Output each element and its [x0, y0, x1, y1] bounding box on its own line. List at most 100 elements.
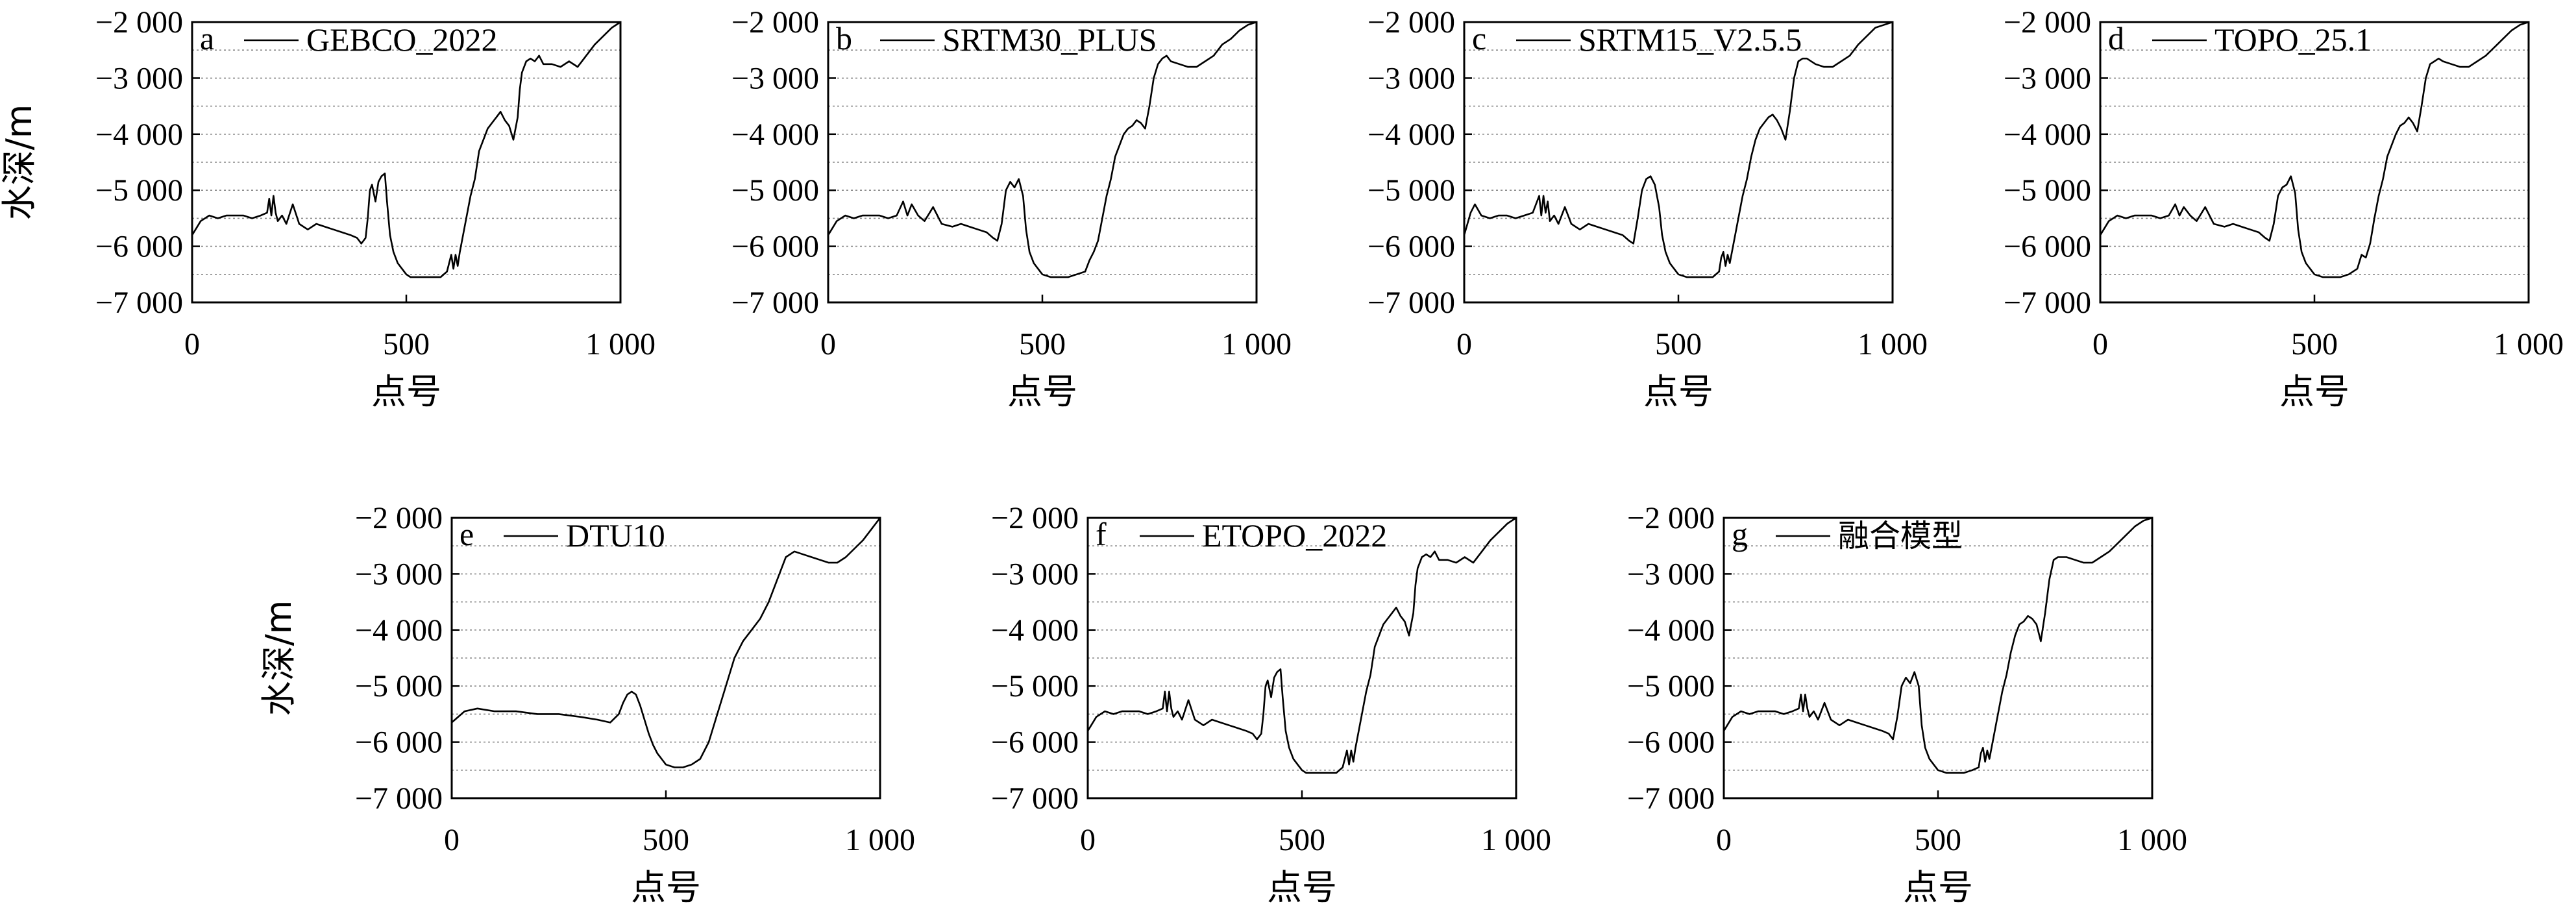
legend-label: SRTM15_V2.5.5 [1578, 21, 1802, 58]
series-line-c [1463, 21, 1893, 278]
x-tick-label: 0 [1080, 823, 1096, 857]
y-tick-label: −6 000 [355, 726, 443, 760]
y-tick-label: −2 000 [355, 501, 443, 535]
y-tick-label: −7 000 [1627, 781, 1715, 816]
x-tick-label: 0 [2092, 327, 2108, 361]
y-tick-label: −6 000 [1368, 230, 1455, 264]
y-tick-label: −2 000 [1368, 5, 1455, 40]
y-tick-label: −6 000 [95, 230, 183, 264]
legend-label: GEBCO_2022 [306, 21, 497, 58]
x-tick-label: 1 000 [1481, 823, 1551, 857]
legend-label: SRTM30_PLUS [942, 21, 1157, 58]
series-line-a [191, 21, 621, 278]
x-tick-label: 500 [1655, 327, 1702, 361]
y-tick-label: −5 000 [355, 669, 443, 703]
y-tick-label: −3 000 [95, 61, 183, 95]
y-tick-label: −3 000 [1368, 61, 1455, 95]
panel-letter: f [1096, 516, 1107, 552]
y-tick-label: −2 000 [991, 501, 1079, 535]
legend-label: ETOPO_2022 [1202, 517, 1387, 554]
x-tick-label: 0 [1716, 823, 1732, 857]
series-line-g [1723, 517, 2153, 774]
legend-label: 融合模型 [1838, 518, 1963, 554]
panel-letter: a [200, 20, 214, 56]
y-tick-label: −2 000 [95, 5, 183, 40]
x-tick-label: 0 [184, 327, 200, 361]
y-tick-label: −5 000 [1627, 669, 1715, 703]
y-tick-label: −4 000 [2004, 117, 2091, 152]
y-tick-label: −5 000 [731, 173, 819, 208]
series-line-f [1086, 517, 1517, 774]
x-axis-title: 点号 [1007, 371, 1077, 412]
y-tick-label: −4 000 [95, 117, 183, 152]
y-tick-label: −6 000 [991, 726, 1079, 760]
y-tick-label: −4 000 [991, 613, 1079, 648]
panel-letter: c [1472, 20, 1486, 56]
y-tick-label: −5 000 [1368, 173, 1455, 208]
x-tick-label: 0 [1456, 327, 1472, 361]
y-tick-label: −6 000 [1627, 726, 1715, 760]
y-tick-label: −3 000 [1627, 557, 1715, 591]
x-tick-label: 500 [1915, 823, 1961, 857]
y-tick-label: −6 000 [731, 230, 819, 264]
y-tick-label: −4 000 [731, 117, 819, 152]
panel-letter: g [1732, 516, 1748, 552]
y-axis-title: 水深/m [0, 104, 40, 221]
y-tick-label: −6 000 [2004, 230, 2091, 264]
x-axis-title: 点号 [631, 867, 701, 908]
x-tick-label: 1 000 [2494, 327, 2564, 361]
panel-letter: b [836, 20, 852, 56]
y-tick-label: −3 000 [2004, 61, 2091, 95]
x-axis-title: 点号 [1643, 371, 1713, 412]
x-axis-title: 点号 [1903, 867, 1973, 908]
legend-label: DTU10 [566, 517, 665, 554]
x-tick-label: 0 [820, 327, 836, 361]
x-tick-label: 1 000 [585, 327, 656, 361]
x-axis-title: 点号 [371, 371, 441, 412]
x-tick-label: 0 [444, 823, 460, 857]
y-tick-label: −7 000 [731, 286, 819, 320]
x-tick-label: 1 000 [1858, 327, 1928, 361]
y-tick-label: −3 000 [355, 557, 443, 591]
series-line-e [451, 517, 881, 768]
x-tick-label: 500 [2291, 327, 2338, 361]
y-tick-label: −2 000 [2004, 5, 2091, 40]
y-tick-label: −5 000 [2004, 173, 2091, 208]
y-tick-label: −5 000 [991, 669, 1079, 703]
x-axis-title: 点号 [2279, 371, 2349, 412]
y-tick-label: −4 000 [1368, 117, 1455, 152]
y-tick-label: −7 000 [1368, 286, 1455, 320]
y-tick-label: −3 000 [731, 61, 819, 95]
y-tick-label: −4 000 [1627, 613, 1715, 648]
panel-letter: e [460, 516, 474, 552]
y-tick-label: −2 000 [731, 5, 819, 40]
x-tick-label: 1 000 [1221, 327, 1292, 361]
y-tick-label: −3 000 [991, 557, 1079, 591]
x-tick-label: 500 [1019, 327, 1066, 361]
panel-letter: d [2108, 20, 2124, 56]
x-tick-label: 500 [383, 327, 430, 361]
x-axis-title: 点号 [1267, 867, 1337, 908]
x-tick-label: 1 000 [845, 823, 915, 857]
x-tick-label: 1 000 [2117, 823, 2187, 857]
series-line-d [2099, 21, 2529, 278]
x-tick-label: 500 [1279, 823, 1325, 857]
series-line-b [827, 21, 1257, 278]
x-tick-label: 500 [643, 823, 689, 857]
y-tick-label: −7 000 [95, 286, 183, 320]
legend-label: TOPO_25.1 [2214, 21, 2372, 58]
y-tick-label: −4 000 [355, 613, 443, 648]
y-axis-title: 水深/m [258, 600, 299, 716]
y-tick-label: −7 000 [991, 781, 1079, 816]
y-tick-label: −2 000 [1627, 501, 1715, 535]
y-tick-label: −7 000 [2004, 286, 2091, 320]
y-tick-label: −5 000 [95, 173, 183, 208]
